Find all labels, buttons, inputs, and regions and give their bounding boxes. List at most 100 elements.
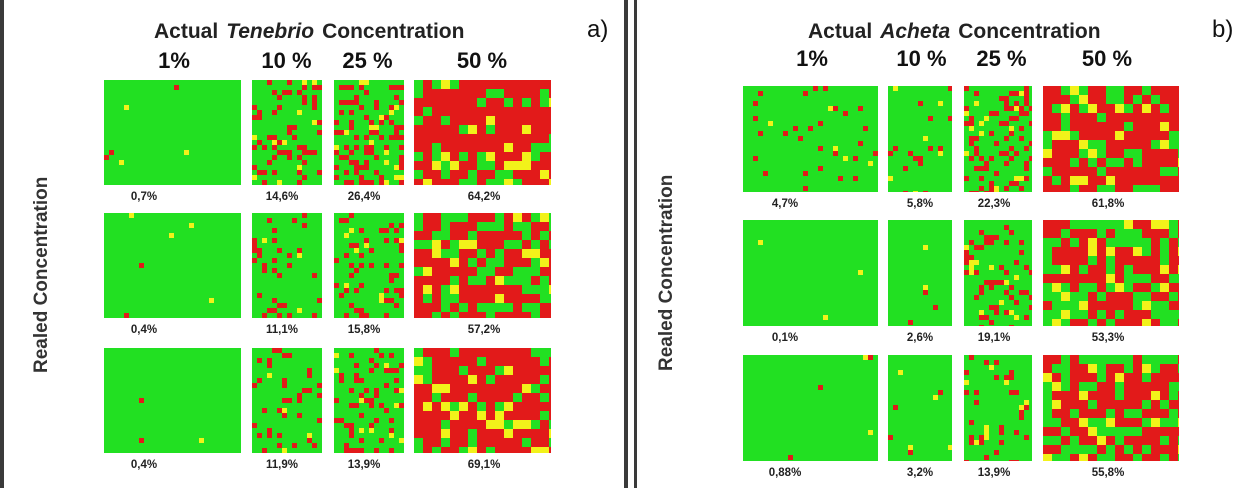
pixel-cell bbox=[1052, 149, 1061, 158]
pixel-cell bbox=[522, 249, 531, 258]
pixel-cell bbox=[1079, 373, 1088, 382]
pixel-cell bbox=[984, 360, 989, 365]
pixel-cell bbox=[522, 134, 531, 143]
pixel-cell bbox=[513, 348, 522, 357]
pixel-cell bbox=[1142, 301, 1151, 310]
pixel-cell bbox=[549, 98, 551, 107]
pixel-cell bbox=[282, 398, 287, 403]
pixel-cell bbox=[292, 443, 297, 448]
pixel-cell bbox=[1097, 176, 1106, 185]
pixel-cell bbox=[414, 285, 423, 294]
pixel-cell bbox=[1115, 140, 1124, 149]
pixel-cell bbox=[287, 313, 292, 318]
pixel-cell bbox=[531, 89, 540, 98]
pixel-cell bbox=[1043, 274, 1052, 283]
pixel-cell bbox=[858, 141, 863, 146]
pixel-cell bbox=[522, 348, 531, 357]
pixel-cell bbox=[339, 155, 344, 160]
hyperspectral-tile bbox=[964, 220, 1032, 326]
pixel-cell bbox=[504, 402, 513, 411]
pixel-cell bbox=[1169, 265, 1178, 274]
column-header: 25 % bbox=[342, 48, 393, 73]
pixel-cell bbox=[1019, 240, 1024, 245]
pixel-cell bbox=[459, 420, 468, 429]
pixel-cell bbox=[808, 126, 813, 131]
pixel-cell bbox=[1124, 176, 1133, 185]
pixel-cell bbox=[459, 240, 468, 249]
pixel-cell bbox=[414, 258, 423, 267]
pixel-cell bbox=[513, 98, 522, 107]
pixel-cell bbox=[317, 383, 322, 388]
pixel-cell bbox=[354, 308, 359, 313]
panel-b-title: Actual Acheta Concentration bbox=[808, 20, 1101, 44]
pixel-cell bbox=[432, 258, 441, 267]
realized-value-label: 5,8% bbox=[906, 198, 934, 210]
pixel-cell bbox=[262, 263, 267, 268]
pixel-cell bbox=[349, 180, 354, 185]
pixel-cell bbox=[486, 429, 495, 438]
pixel-cell bbox=[1079, 409, 1088, 418]
pixel-cell bbox=[853, 156, 858, 161]
pixel-cell bbox=[964, 250, 969, 255]
pixel-cell bbox=[1169, 86, 1178, 95]
pixel-cell bbox=[379, 120, 384, 125]
pixel-cell bbox=[1151, 454, 1160, 461]
pixel-cell bbox=[1009, 156, 1014, 161]
pixel-cell bbox=[1052, 283, 1061, 292]
pixel-cell bbox=[312, 105, 317, 110]
realized-value-label: 55,8% bbox=[1091, 467, 1125, 479]
pixel-cell bbox=[272, 228, 277, 233]
pixel-cell bbox=[1178, 104, 1179, 113]
pixel-cell bbox=[109, 150, 114, 155]
pixel-cell bbox=[1151, 86, 1160, 95]
pixel-cell bbox=[913, 191, 918, 192]
pixel-cell bbox=[540, 267, 549, 276]
pixel-cell bbox=[282, 448, 287, 453]
pixel-cell bbox=[344, 130, 349, 135]
pixel-cell bbox=[374, 348, 379, 353]
pixel-cell bbox=[441, 384, 450, 393]
pixel-cell bbox=[999, 151, 1004, 156]
pixel-cell bbox=[1029, 121, 1032, 126]
pixel-cell bbox=[468, 98, 477, 107]
pixel-cell bbox=[994, 191, 999, 192]
pixel-cell bbox=[277, 443, 282, 448]
pixel-cell bbox=[384, 288, 389, 293]
pixel-cell bbox=[522, 312, 531, 318]
pixel-cell bbox=[1151, 131, 1160, 140]
column-header: 1% bbox=[796, 46, 828, 71]
pixel-cell bbox=[1043, 373, 1052, 382]
pixel-cell bbox=[522, 420, 531, 429]
pixel-cell bbox=[1151, 409, 1160, 418]
pixel-cell bbox=[459, 411, 468, 420]
pixel-cell bbox=[522, 411, 531, 420]
pixel-cell bbox=[1019, 176, 1024, 181]
pixel-cell bbox=[262, 170, 267, 175]
pixel-cell bbox=[302, 85, 307, 90]
pixel-cell bbox=[369, 368, 374, 373]
pixel-cell bbox=[549, 402, 551, 411]
pixel-cell bbox=[359, 393, 364, 398]
pixel-cell bbox=[459, 393, 468, 402]
pixel-cell bbox=[1160, 185, 1169, 192]
pixel-cell bbox=[969, 156, 974, 161]
pixel-cell bbox=[1061, 167, 1070, 176]
pixel-cell bbox=[495, 294, 504, 303]
pixel-cell bbox=[1160, 373, 1169, 382]
pixel-cell bbox=[893, 146, 898, 151]
pixel-cell bbox=[379, 175, 384, 180]
pixel-cell bbox=[1088, 238, 1097, 247]
pixel-cell bbox=[1115, 274, 1124, 283]
pixel-cell bbox=[522, 89, 531, 98]
pixel-cell bbox=[468, 375, 477, 384]
pixel-cell bbox=[399, 145, 404, 150]
pixel-cell bbox=[522, 170, 531, 179]
pixel-cell bbox=[1088, 373, 1097, 382]
pixel-cell bbox=[354, 268, 359, 273]
pixel-cell bbox=[964, 111, 969, 116]
pixel-cell bbox=[969, 270, 974, 275]
pixel-cell bbox=[277, 150, 282, 155]
pixel-cell bbox=[1043, 86, 1052, 95]
pixel-cell bbox=[1178, 256, 1179, 265]
pixel-cell bbox=[549, 375, 551, 384]
